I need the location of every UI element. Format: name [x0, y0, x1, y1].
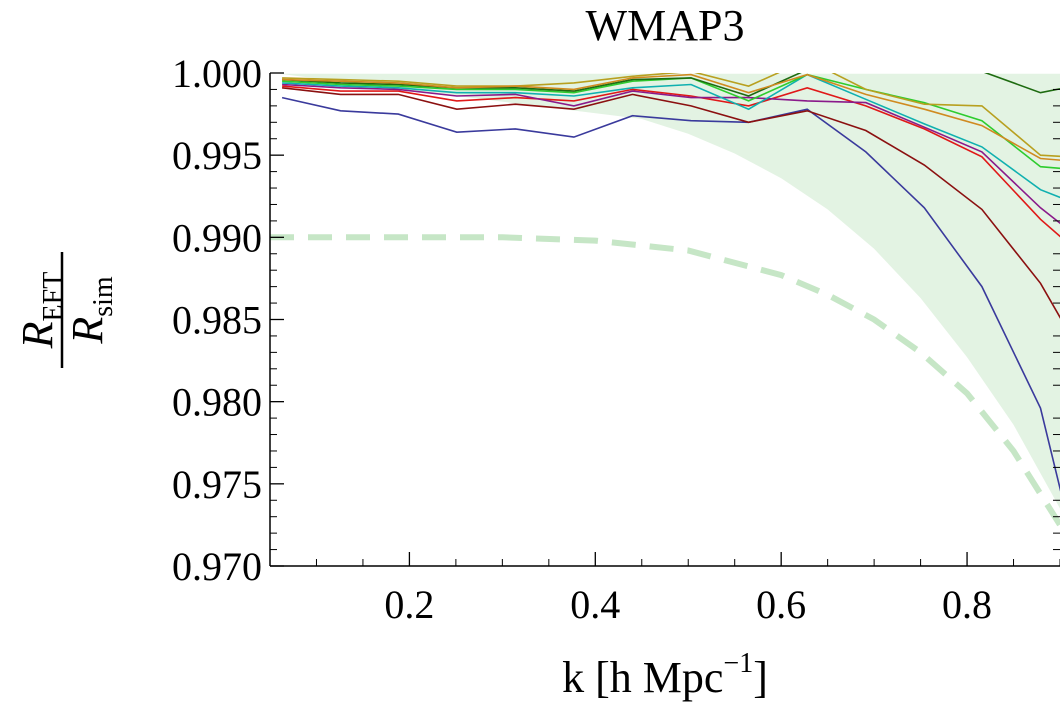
y-tick-label: 0.970: [172, 544, 262, 589]
shaded-band: [279, 73, 1060, 509]
y-label-denominator: Rsim: [63, 276, 119, 345]
x-axis-label: k [h Mpc−1]: [562, 648, 768, 702]
series-line-1: [281, 96, 1060, 492]
x-axis-label-close: ]: [753, 653, 768, 702]
y-tick-label: 0.995: [172, 133, 262, 178]
y-tick-label: 0.975: [172, 462, 262, 507]
series-line-8: [282, 73, 1060, 158]
x-axis-label-sup: −1: [723, 648, 753, 679]
plot-area: [270, 73, 1060, 527]
y-label-num-main: R: [13, 321, 62, 349]
x-tick-label: 0.6: [756, 582, 806, 627]
chart-title: WMAP3: [586, 1, 745, 50]
y-tick-label: 1.000: [172, 51, 262, 96]
y-label-numerator: REFT: [13, 272, 69, 350]
dashed-curve: [270, 234, 1060, 527]
x-tick-label: 0.4: [570, 582, 620, 627]
series-line-5: [282, 73, 1060, 199]
y-axis-label: REFT Rsim: [13, 252, 119, 368]
axes: 0.970 0.975 0.980 0.985 0.990 0.995 1.000 0.2 0.…: [172, 51, 1060, 627]
y-tick-label: 0.980: [172, 380, 262, 425]
y-label-num-sub: EFT: [38, 272, 69, 322]
series-lines: [281, 73, 1060, 492]
x-axis-label-main: k [h Mpc: [562, 653, 723, 702]
series-line-7: [282, 73, 1060, 97]
y-tick-label: 0.985: [172, 298, 262, 343]
y-label-den-main: R: [63, 317, 112, 345]
x-tick-label: 0.8: [942, 582, 992, 627]
series-line-4: [282, 83, 1060, 225]
series-line-3: [282, 85, 1060, 238]
series-line-9: [282, 73, 1060, 161]
series-line-2: [282, 87, 1060, 319]
y-label-den-sub: sim: [88, 276, 119, 317]
x-tick-label: 0.2: [384, 582, 434, 627]
y-tick-label: 0.990: [172, 215, 262, 260]
